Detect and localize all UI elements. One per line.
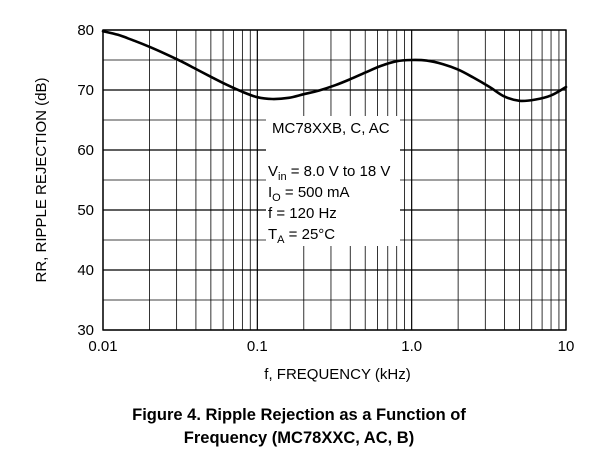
y-tick-label: 70: [77, 82, 94, 99]
x-axis-label: f, FREQUENCY (kHz): [264, 366, 410, 383]
series-line: [101, 29, 568, 103]
figure-caption-line-2: Frequency (MC78XXC, AC, B): [183, 429, 415, 447]
x-tick-label: 0.1: [247, 338, 268, 355]
figure-caption-line-1: Figure 4. Ripple Rejection as a Function…: [132, 406, 466, 424]
series-layer: [101, 29, 568, 103]
x-tick-label: 1.0: [401, 338, 422, 355]
plot-frame: [102, 29, 567, 331]
test-condition: f = 120 Hz: [268, 205, 337, 222]
y-tick-label: 40: [77, 262, 94, 279]
x-tick-label: 10: [558, 338, 575, 355]
tick-labels: 0.01 0.1 1.0 10 30 40 50 60 70 80: [77, 22, 574, 355]
y-axis-label: RR, RIPPLE REJECTION (dB): [33, 77, 50, 282]
ripple-rejection-chart: 0.01 0.1 1.0 10 30 40 50 60 70 80 MC78XXB, C, AC V…: [33, 22, 574, 383]
test-condition: Vin = 8.0 V to 18 V: [268, 163, 390, 183]
y-tick-label: 50: [77, 202, 94, 219]
x-tick-label: 0.01: [88, 338, 117, 355]
y-tick-label: 60: [77, 142, 94, 159]
annotation: MC78XXB, C, AC Vin = 8.0 V to 18 VIO = 50…: [268, 120, 390, 246]
series-label: MC78XXB, C, AC: [272, 120, 390, 137]
y-tick-label: 30: [77, 322, 94, 339]
y-tick-label: 80: [77, 22, 94, 39]
test-condition: TA = 25°C: [268, 226, 335, 246]
test-condition: IO = 500 mA: [268, 184, 350, 204]
annotation-backdrop: [266, 116, 400, 246]
